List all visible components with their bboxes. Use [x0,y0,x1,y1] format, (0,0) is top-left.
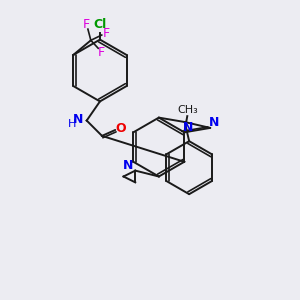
Text: H: H [68,119,76,129]
Text: N: N [73,112,84,126]
Text: N: N [183,121,194,134]
Text: F: F [98,46,105,59]
Text: Cl: Cl [93,18,106,31]
Text: F: F [83,18,90,31]
Text: CH₃: CH₃ [178,105,198,115]
Text: N: N [208,116,219,129]
Text: N: N [123,159,133,172]
Text: F: F [103,27,110,40]
Text: O: O [115,122,126,135]
